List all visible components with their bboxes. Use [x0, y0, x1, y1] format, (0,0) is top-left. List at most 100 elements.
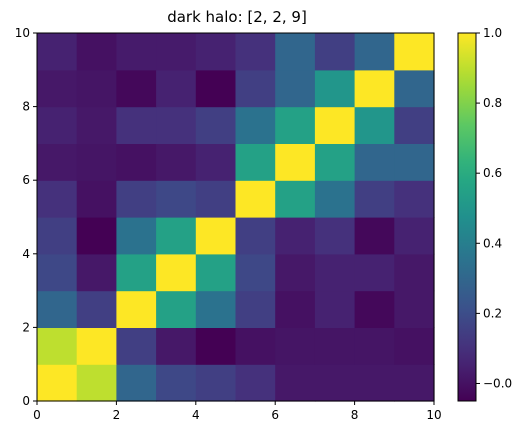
heatmap-cell — [275, 180, 316, 218]
heatmap-cell — [37, 180, 78, 218]
heatmap-cell — [314, 290, 356, 328]
heatmap-cell — [37, 327, 78, 365]
heatmap-cell — [195, 106, 237, 144]
heatmap-cell — [235, 217, 276, 255]
heatmap-cell — [76, 180, 117, 218]
heatmap-cell — [156, 217, 197, 255]
heatmap-cell — [314, 364, 356, 402]
heatmap-cell — [354, 327, 395, 365]
x-tick-label: 6 — [271, 408, 279, 422]
heatmap-cell — [354, 290, 395, 328]
heatmap-cell — [394, 217, 435, 255]
heatmap-cell — [195, 253, 237, 292]
x-tick-label: 10 — [426, 408, 441, 422]
heatmap-cell — [37, 253, 78, 292]
heatmap-cell — [394, 106, 435, 144]
heatmap-cell — [394, 327, 435, 365]
heatmap-cell — [37, 143, 78, 181]
heatmap-cells — [37, 33, 435, 402]
heatmap-cell — [195, 217, 237, 255]
plot-frame — [36, 32, 435, 402]
heatmap-cell — [235, 33, 276, 71]
heatmap-cell — [195, 290, 237, 328]
heatmap-cell — [116, 217, 157, 255]
colorbar-tick-label: 0.2 — [483, 306, 502, 320]
y-tick-label: 2 — [22, 320, 30, 334]
heatmap-cell — [76, 327, 117, 365]
heatmap-cell — [314, 217, 356, 255]
heatmap-cell — [116, 69, 157, 108]
heatmap-cell — [156, 327, 197, 365]
heatmap-cell — [37, 290, 78, 328]
heatmap-cell — [394, 253, 435, 292]
heatmap-cell — [76, 33, 117, 71]
heatmap-cell — [314, 327, 356, 365]
x-axis: 0 2 4 6 8 10 — [33, 401, 442, 422]
heatmap-cell — [394, 364, 435, 402]
colorbar — [457, 32, 477, 402]
heatmap-cell — [275, 253, 316, 292]
heatmap-cell — [116, 253, 157, 292]
heatmap-cell — [37, 106, 78, 144]
heatmap-cell — [76, 290, 117, 328]
heatmap-cell — [354, 33, 395, 71]
heatmap-cell — [195, 364, 237, 402]
heatmap-cell — [235, 327, 276, 365]
colorbar-tick-label: 0.6 — [483, 166, 502, 180]
heatmap-cell — [116, 106, 157, 144]
heatmap-cell — [275, 106, 316, 144]
heatmap-cell — [394, 69, 435, 108]
heatmap-cell — [156, 143, 197, 181]
heatmap-cell — [235, 106, 276, 144]
heatmap-cell — [195, 180, 237, 218]
heatmap-cell — [156, 69, 197, 108]
y-tick-label: 8 — [22, 100, 30, 114]
heatmap-cell — [314, 253, 356, 292]
heatmap-cell — [116, 290, 157, 328]
heatmap-cell — [235, 69, 276, 108]
heatmap-cell — [354, 180, 395, 218]
heatmap-cell — [275, 327, 316, 365]
heatmap-cell — [116, 327, 157, 365]
heatmap-cell — [156, 253, 197, 292]
heatmap-cell — [116, 364, 157, 402]
heatmap-cell — [235, 180, 276, 218]
colorbar-tick-label: 0.4 — [483, 236, 502, 250]
chart-title: dark halo: [2, 2, 9] — [167, 8, 307, 26]
heatmap-cell — [76, 143, 117, 181]
heatmap-cell — [235, 143, 276, 181]
colorbar-axis: −0.0 0.2 0.4 0.6 0.8 1.0 — [476, 26, 512, 390]
heatmap-cell — [354, 217, 395, 255]
y-tick-label: 0 — [22, 394, 30, 408]
heatmap-cell — [76, 364, 117, 402]
heatmap-cell — [235, 290, 276, 328]
heatmap-cell — [354, 106, 395, 144]
heatmap-cell — [394, 180, 435, 218]
heatmap-cell — [156, 290, 197, 328]
heatmap-cell — [314, 69, 356, 108]
heatmap-cell — [354, 364, 395, 402]
x-tick-label: 4 — [192, 408, 200, 422]
heatmap-cell — [314, 180, 356, 218]
heatmap-cell — [354, 253, 395, 292]
heatmap-cell — [354, 69, 395, 108]
colorbar-tick-label: 1.0 — [483, 26, 502, 40]
heatmap-cell — [275, 217, 316, 255]
heatmap-cell — [235, 364, 276, 402]
heatmap-cell — [37, 364, 78, 402]
heatmap-cell — [394, 290, 435, 328]
heatmap-cell — [76, 106, 117, 144]
heatmap-cell — [235, 253, 276, 292]
heatmap-cell — [37, 217, 78, 255]
heatmap-cell — [156, 33, 197, 71]
heatmap-cell — [314, 33, 356, 71]
y-tick-label: 4 — [22, 247, 30, 261]
heatmap-cell — [195, 327, 237, 365]
heatmap-cell — [116, 143, 157, 181]
y-axis: 0 2 4 6 8 10 — [15, 26, 37, 408]
heatmap-cell — [195, 69, 237, 108]
heatmap-cell — [394, 33, 435, 71]
heatmap-cell — [275, 290, 316, 328]
heatmap-cell — [275, 69, 316, 108]
